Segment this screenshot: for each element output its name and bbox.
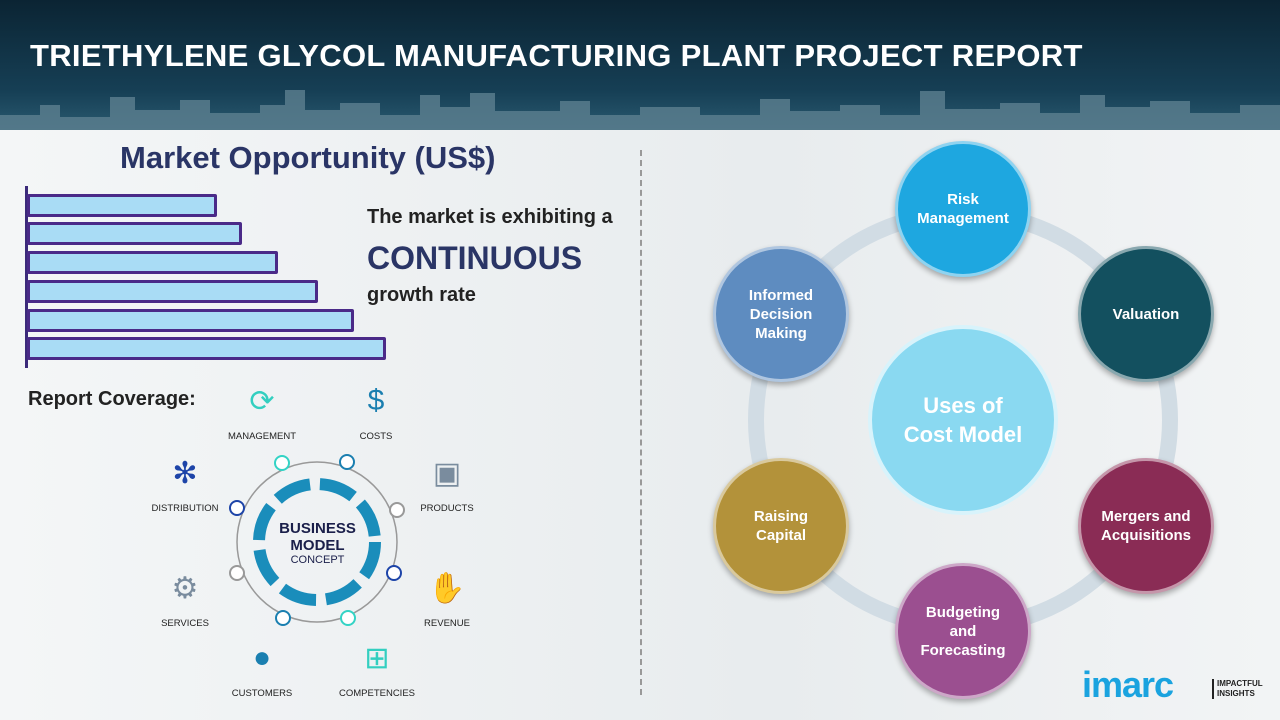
cost-model-node: Informed Decision Making bbox=[713, 246, 849, 382]
lightbulb-cycle-icon: ⟳ bbox=[249, 385, 275, 418]
coverage-label: CUSTOMERS bbox=[231, 688, 293, 699]
market-title: Market Opportunity (US$) bbox=[120, 140, 496, 175]
market-text-1: The market is exhibiting a bbox=[367, 206, 613, 228]
hierarchy-icon: ⊞ bbox=[364, 642, 390, 675]
header-banner: TRIETHYLENE GLYCOL MANUFACTURING PLANT P… bbox=[0, 0, 1280, 130]
cost-model-node: Valuation bbox=[1078, 246, 1214, 382]
business-model-wheel bbox=[229, 454, 405, 626]
wheel-line-1: BUSINESS bbox=[279, 520, 356, 537]
coverage-title: Report Coverage: bbox=[28, 388, 196, 410]
tagline-1: IMPACTFUL bbox=[1217, 679, 1263, 688]
market-text-2: CONTINUOUS bbox=[367, 240, 583, 276]
page-title: TRIETHYLENE GLYCOL MANUFACTURING PLANT P… bbox=[30, 38, 1083, 73]
wheel-line-3: CONCEPT bbox=[290, 554, 345, 566]
coverage-label: SERVICES bbox=[161, 618, 209, 629]
coverage-label: COMPETENCIES bbox=[338, 688, 415, 699]
market-bar bbox=[27, 337, 386, 360]
cost-model-center: Uses of Cost Model bbox=[868, 325, 1058, 515]
market-bar bbox=[27, 309, 354, 332]
coverage-label: REVENUE bbox=[424, 618, 470, 629]
person-icon: ● bbox=[252, 641, 272, 674]
imarc-logo: imarc bbox=[1082, 664, 1174, 705]
network-icon: ✻ bbox=[172, 457, 198, 490]
coverage-label: MANAGEMENT bbox=[227, 431, 297, 442]
tagline-2: INSIGHTS bbox=[1217, 689, 1255, 698]
coverage-label: PRODUCTS bbox=[420, 503, 474, 514]
market-bar bbox=[27, 222, 243, 245]
divider bbox=[640, 150, 642, 695]
box-icon: ▣ bbox=[432, 457, 462, 490]
cost-model-node: Raising Capital bbox=[713, 458, 849, 594]
wheel-center: BUSINESS MODEL CONCEPT bbox=[260, 520, 375, 566]
cost-model-node: Risk Management bbox=[895, 141, 1031, 277]
market-bar bbox=[27, 251, 279, 274]
cost-model-node: Mergers and Acquisitions bbox=[1078, 458, 1214, 594]
hand-coins-icon: ✋ bbox=[428, 572, 466, 605]
logo-tagline: IMPACTFUL INSIGHTS bbox=[1212, 679, 1263, 699]
gears-icon: ⚙ bbox=[171, 572, 199, 605]
money-bag-icon: $ bbox=[367, 384, 385, 417]
coverage-label: DISTRIBUTION bbox=[151, 503, 219, 514]
city-skyline-graphic bbox=[0, 90, 1280, 130]
coverage-label: COSTS bbox=[359, 431, 393, 442]
market-bar bbox=[27, 280, 318, 303]
wheel-line-2: MODEL bbox=[290, 537, 345, 554]
cost-model-node: Budgeting and Forecasting bbox=[895, 563, 1031, 699]
market-text-3: growth rate bbox=[367, 284, 476, 306]
market-bar bbox=[27, 194, 218, 217]
bar-axis bbox=[25, 186, 28, 368]
